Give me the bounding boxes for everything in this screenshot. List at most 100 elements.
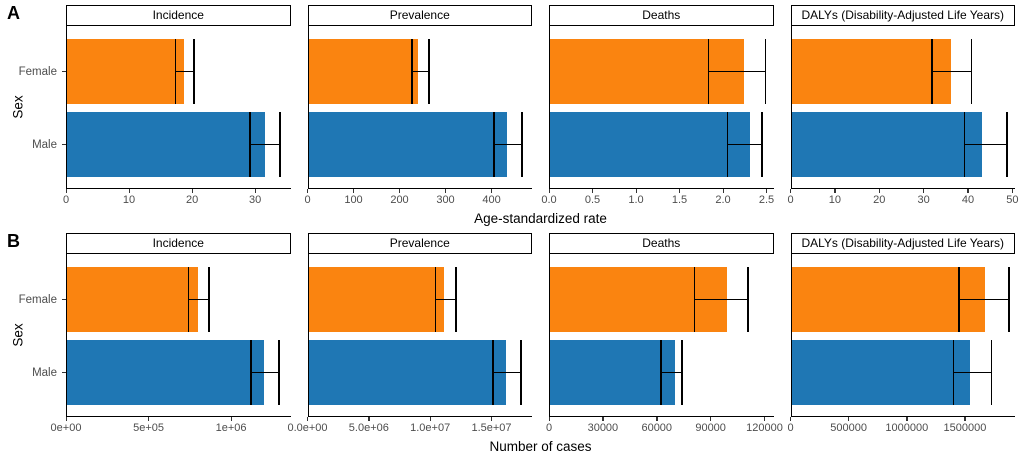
x-tick-label: 30 [249,194,262,206]
y-axis-labels-a: Female Male [0,26,66,188]
y-tick [62,71,66,73]
x-tick [592,189,594,193]
x-tick [635,189,637,193]
x-axis-title-a: Age-standardized rate [474,211,607,226]
y-category-label-female: Female [18,293,57,306]
x-tick [230,417,232,421]
x-tick-label: 400 [482,194,501,206]
panel-strip: Prevalence [307,233,532,254]
x-tick-label: 20 [873,194,886,206]
error-bar [435,298,457,301]
error-bar-lower-whisker [249,112,251,177]
x-tick-label: 0 [787,422,794,434]
y-category-label-male: Male [32,138,57,151]
panels-a: Incidence 0 10 20 30 Prevalence 0 100 200 300 400 D… [63,5,1019,209]
x-tick-label: 2.5 [758,194,775,206]
x-tick-label: 0.5 [584,194,601,206]
error-bar-lower-whisker [187,267,190,332]
x-tick-label: 50 [1006,194,1019,206]
x-tick-label: 200 [390,194,409,206]
error-bar [661,371,683,374]
error-bar [175,70,195,73]
bar-female [67,39,185,104]
x-tick [399,189,401,193]
y-tick [62,144,66,146]
panel-x-axis: 0 30000 60000 90000 120000 [545,416,783,437]
x-tick-label: 0 [545,422,553,434]
x-tick-label: 2.0 [715,194,731,206]
x-tick-label: 10 [122,194,136,206]
x-tick [65,189,67,193]
panel-plot [790,254,1015,416]
y-tick [62,299,66,301]
x-tick-label: 1500000 [943,422,987,434]
bar-female [308,39,419,104]
x-tick [353,189,355,193]
x-tick-label: 5.0e+06 [348,422,389,434]
panel-plot [307,26,532,188]
x-tick [848,417,850,421]
error-bar-lower-whisker [434,267,437,332]
x-tick [766,189,768,193]
x-tick [491,417,493,421]
x-tick-label: 60000 [641,422,673,434]
error-bar [694,298,749,301]
x-tick [834,189,836,193]
figure-row-a: A Sex Female Male Incidence 0 10 20 30 Prevale… [0,0,1022,228]
x-tick [790,189,792,193]
x-tick-label: 30000 [587,422,619,434]
bar-male [308,112,507,177]
x-tick [602,417,604,421]
x-tick [906,417,908,421]
x-tick-label: 40 [961,194,975,206]
x-tick [307,417,309,421]
panel-plot [66,254,291,416]
x-tick-label: 100 [344,194,363,206]
x-tick-label: 1.5 [671,194,688,206]
error-bar [931,70,972,73]
panel-strip: DALYs (Disability-Adjusted Life Years) [790,233,1015,254]
panel-a-prevalence: Prevalence 0 100 200 300 400 [304,5,532,209]
x-tick [254,189,256,193]
bar-male [67,112,266,177]
x-tick-label: 1.0e+07 [410,422,451,434]
error-bar-lower-whisker [930,39,933,104]
x-tick [191,189,193,193]
panel-strip: Deaths [549,233,774,254]
error-bar-lower-whisker [726,112,729,177]
bar-female [308,267,445,332]
row-label-b: B [7,231,20,251]
panel-b-prevalence: Prevalence 0.0e+00 5.0e+06 1.0e+07 1.5e+07 [287,233,532,437]
x-tick [679,189,681,193]
bar-male [550,112,751,177]
panel-x-axis: 0 100 200 300 400 [304,188,532,209]
x-tick-label: 300 [436,194,455,206]
panel-x-axis: 0.0e+00 5.0e+06 1.0e+07 1.5e+07 [287,416,532,437]
panel-strip: Incidence [66,233,291,254]
bar-female [67,267,199,332]
error-bar-lower-whisker [958,267,960,332]
panel-x-axis: 0 10 20 30 40 50 [787,188,1019,209]
x-tick [710,417,712,421]
x-tick [445,189,447,193]
error-bar-lower-whisker [660,340,662,405]
error-bar [708,70,766,73]
x-tick-label: 120000 [746,422,783,434]
figure-row-b: B Sex Female Male Incidence 0e+00 5e+05 1e+0… [0,228,1022,456]
bar-male [550,340,675,405]
panel-strip: DALYs (Disability-Adjusted Life Years) [790,5,1015,26]
x-tick [548,189,550,193]
panel-a-incidence: Incidence 0 10 20 30 [63,5,291,209]
x-tick [656,417,658,421]
panel-strip: Incidence [66,5,291,26]
x-tick [1011,189,1014,193]
error-bar [492,371,521,374]
x-tick [923,189,925,193]
y-axis-labels-b: Female Male [0,254,66,416]
x-tick-label: 5e+05 [133,422,164,434]
error-bar-lower-whisker [411,39,413,104]
x-tick [764,417,766,421]
error-bar-lower-whisker [493,112,496,177]
x-tick-label: 0 [304,194,311,206]
